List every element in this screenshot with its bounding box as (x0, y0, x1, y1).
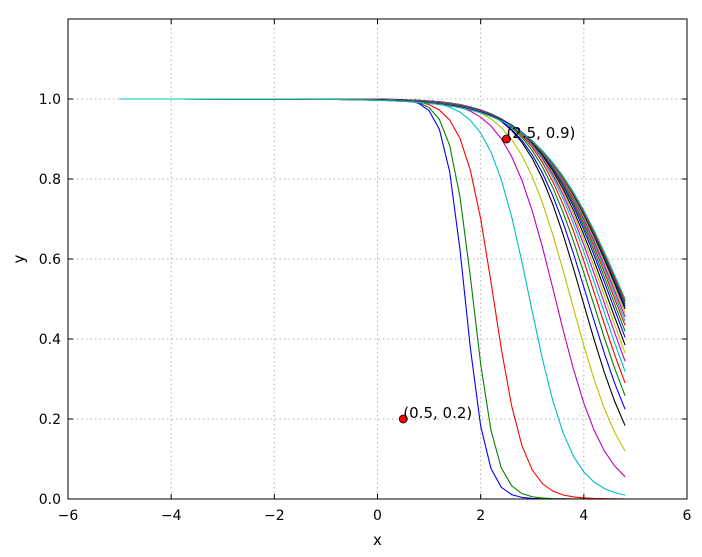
x-tick-label: 6 (683, 508, 692, 524)
x-tick-label: 2 (476, 508, 485, 524)
y-axis-label: y (10, 254, 28, 263)
series-line-25 (119, 98, 626, 300)
annotation-label-2: (2.5, 0.9) (506, 124, 575, 142)
y-tick-label: 0.2 (39, 412, 61, 428)
ticks (67, 19, 688, 500)
x-tick-label: −2 (264, 508, 285, 524)
y-tick-label: 1.0 (39, 92, 61, 108)
y-tick-label: 0.8 (39, 172, 61, 188)
annotation-marker-2 (502, 134, 511, 144)
annotation-markers: (0.5, 0.2) (2.5, 0.9) (398, 124, 575, 424)
y-tick-label: 0.4 (39, 332, 61, 348)
x-tick-label: 4 (579, 508, 588, 524)
grid (68, 19, 687, 499)
x-tick-label: 0 (373, 508, 382, 524)
annotation-marker-1 (398, 414, 408, 424)
x-axis-label: x (373, 531, 382, 549)
x-tick-label: −6 (58, 508, 79, 524)
curves (119, 98, 626, 499)
y-tick-label: 0.0 (39, 492, 61, 508)
tick-labels: −6 −4 −2 0 2 4 6 0.0 0.2 0.4 0.6 0.8 1.0 (39, 92, 692, 524)
x-tick-label: −4 (161, 508, 182, 524)
annotation-label-1: (0.5, 0.2) (403, 404, 472, 422)
y-tick-label: 0.6 (39, 252, 61, 268)
